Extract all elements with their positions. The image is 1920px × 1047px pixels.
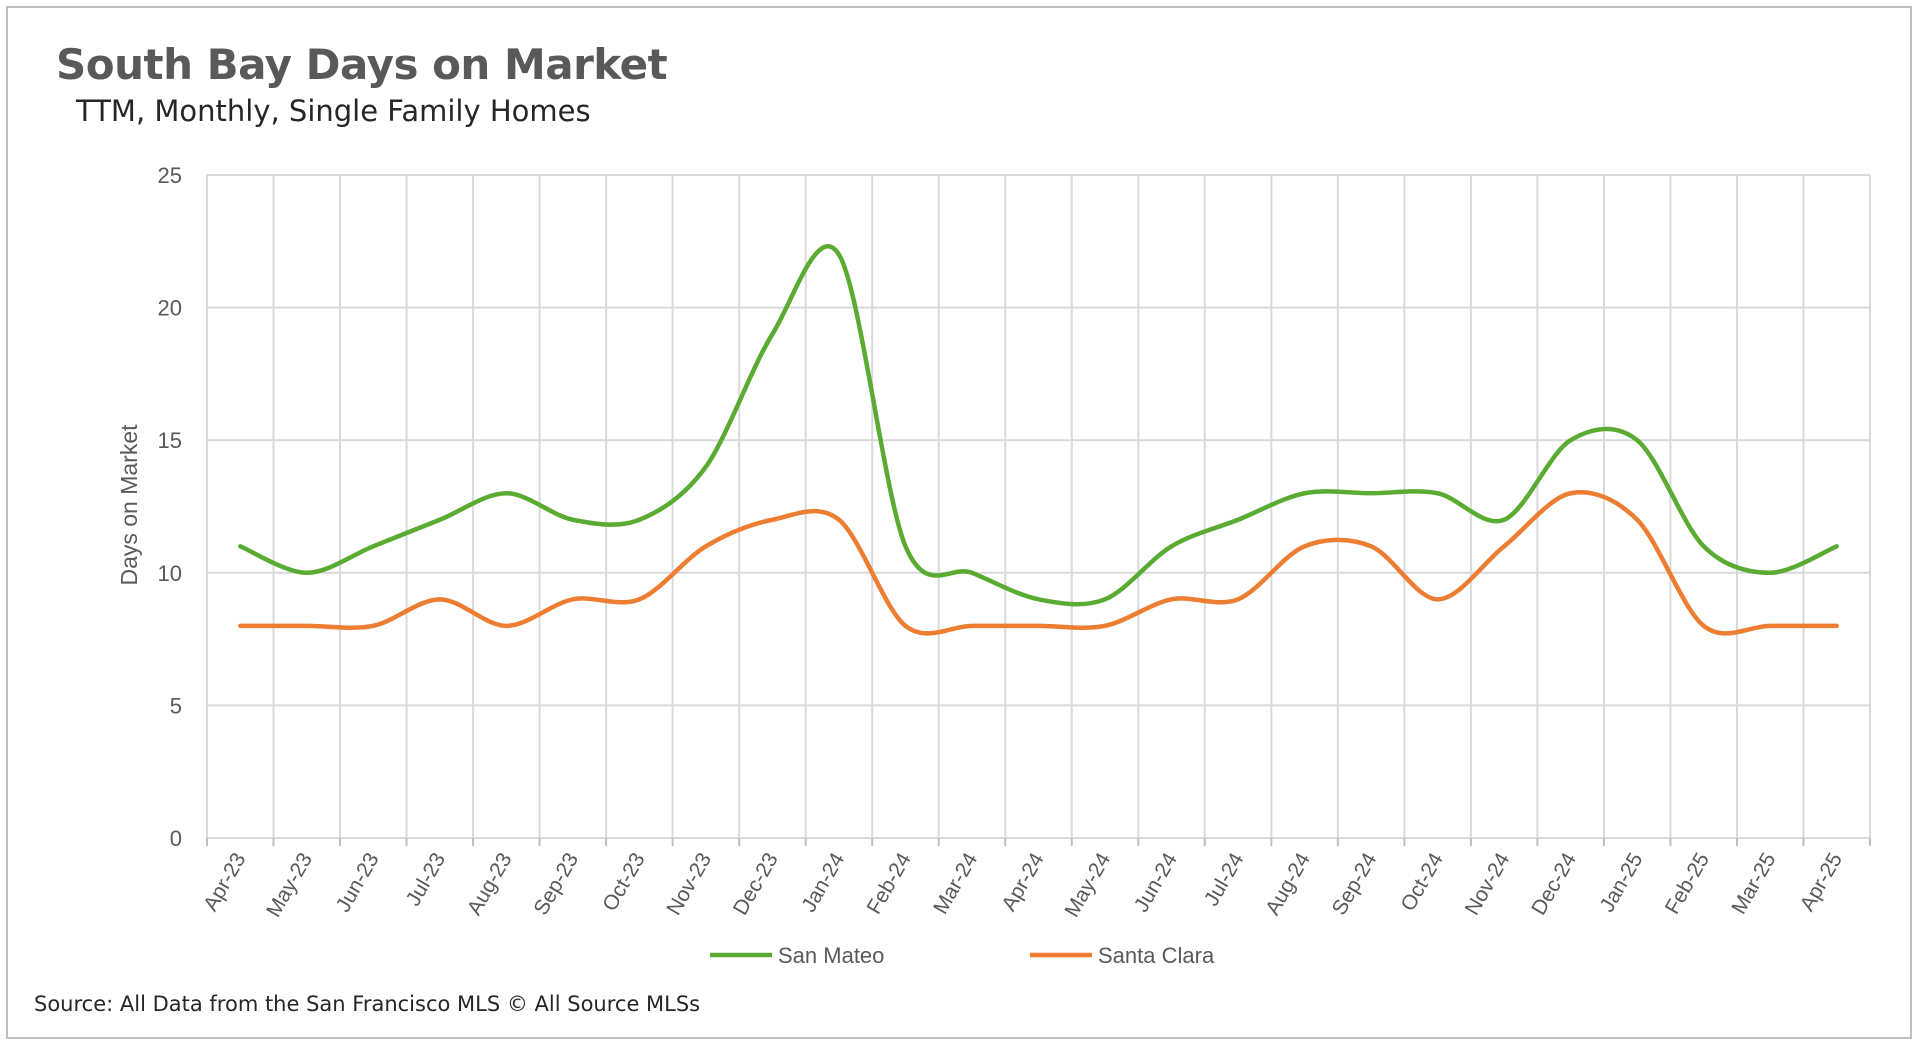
x-tick-label: Sep-24 bbox=[1328, 849, 1382, 919]
series-line-san-mateo bbox=[238, 244, 1839, 607]
grid-lines bbox=[206, 174, 1871, 846]
chart-title: South Bay Days on Market bbox=[56, 40, 668, 89]
x-tick-label: Jun-24 bbox=[1130, 849, 1182, 916]
x-tick-label: Jul-24 bbox=[1200, 849, 1249, 910]
x-tick-label: Feb-24 bbox=[863, 849, 916, 918]
x-tick-label: Sep-23 bbox=[529, 849, 583, 919]
legend-label-san-mateo: San Mateo bbox=[778, 943, 884, 968]
x-tick-label: Jul-23 bbox=[402, 849, 451, 910]
series-line-santa-clara bbox=[238, 490, 1839, 636]
x-tick-label: Nov-23 bbox=[662, 849, 716, 919]
x-tick-label: Aug-24 bbox=[1261, 849, 1315, 919]
y-tick-label: 20 bbox=[158, 296, 182, 321]
x-tick-label: Jun-23 bbox=[332, 849, 384, 916]
y-tick-label: 0 bbox=[170, 826, 182, 851]
x-tick-label: Mar-24 bbox=[929, 849, 982, 918]
chart-subtitle: TTM, Monthly, Single Family Homes bbox=[76, 94, 591, 128]
x-tick-label: Apr-24 bbox=[997, 849, 1049, 915]
x-tick-label: Apr-25 bbox=[1796, 849, 1847, 915]
x-tick-label: Feb-25 bbox=[1661, 849, 1714, 918]
x-tick-label: Apr-23 bbox=[199, 849, 250, 915]
chart-frame bbox=[6, 6, 1912, 1039]
x-tick-label: Dec-23 bbox=[729, 849, 783, 919]
x-tick-label: May-23 bbox=[262, 849, 317, 921]
y-tick-label: 5 bbox=[170, 693, 182, 718]
x-tick-label: Oct-23 bbox=[598, 849, 649, 915]
x-tick-label: Oct-24 bbox=[1397, 849, 1449, 915]
x-tick-label: Aug-23 bbox=[463, 849, 517, 919]
x-tick-label: Jan-25 bbox=[1595, 849, 1647, 916]
x-tick-label: May-24 bbox=[1060, 849, 1115, 921]
series-lines bbox=[238, 244, 1839, 636]
y-tick-label: 15 bbox=[158, 428, 182, 453]
legend: San Mateo Santa Clara bbox=[710, 943, 1215, 968]
x-axis-ticks: Apr-23 May-23 Jun-23 Jul-23 Aug-23 Sep-23 Oct-… bbox=[199, 849, 1847, 921]
source-note: Source: All Data from the San Francisco … bbox=[34, 992, 701, 1016]
y-tick-label: 10 bbox=[158, 561, 182, 586]
y-tick-label: 25 bbox=[158, 163, 182, 188]
legend-label-santa-clara: Santa Clara bbox=[1098, 943, 1215, 968]
x-tick-label: Mar-25 bbox=[1727, 849, 1780, 918]
x-tick-label: Nov-24 bbox=[1461, 849, 1515, 919]
x-tick-label: Dec-24 bbox=[1527, 849, 1581, 919]
x-tick-label: Jan-24 bbox=[797, 849, 849, 916]
y-axis-ticks: 0 5 10 15 20 25 bbox=[158, 163, 182, 851]
y-axis-label: Days on Market bbox=[116, 424, 142, 586]
